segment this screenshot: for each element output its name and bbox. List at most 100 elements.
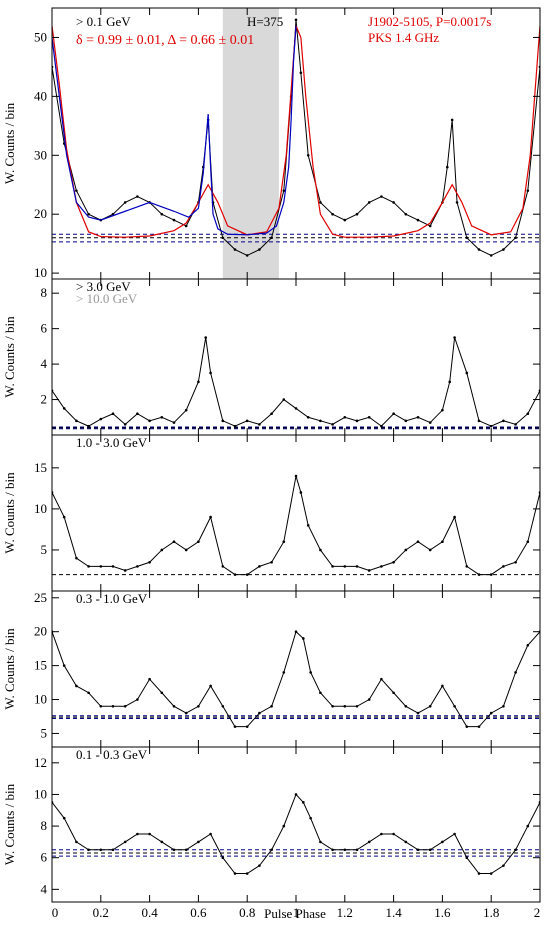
data-point — [221, 705, 225, 708]
data-point — [465, 236, 469, 240]
data-point — [148, 560, 151, 564]
data-point — [489, 424, 493, 428]
data-point — [184, 711, 188, 715]
data-point — [160, 840, 164, 844]
data-point — [526, 412, 530, 416]
y-ticks: 10 20 30 40 50 — [34, 29, 540, 280]
data-point — [245, 419, 249, 423]
data-point — [282, 540, 286, 544]
data-point — [123, 705, 127, 708]
data-point — [526, 824, 530, 828]
data-point — [514, 560, 517, 564]
data-point — [99, 417, 103, 421]
data-point — [209, 515, 212, 519]
model-curve-blue — [52, 25, 297, 236]
data-point — [477, 419, 481, 423]
data-point — [209, 371, 212, 375]
data-point — [331, 423, 334, 426]
data-point — [355, 848, 359, 852]
data-point — [448, 380, 452, 384]
data-point — [160, 415, 164, 419]
data-point — [233, 248, 237, 251]
data-point — [465, 371, 469, 375]
data-point — [477, 573, 481, 576]
data-point — [233, 872, 237, 875]
data-point — [428, 705, 432, 708]
data-point — [331, 848, 334, 852]
data-point — [502, 705, 505, 708]
data-point — [502, 864, 505, 867]
data-point — [380, 677, 383, 681]
data-point — [309, 816, 312, 820]
model-curve-red — [52, 25, 540, 238]
y-axis-label: W. Counts / bin — [2, 102, 17, 184]
data-point — [136, 412, 139, 416]
data-point — [294, 630, 298, 633]
energy-label: > 3.0 GeV — [76, 279, 131, 294]
data-point — [450, 118, 454, 122]
data-point — [111, 412, 115, 416]
x-ticks — [51, 591, 541, 747]
data-line — [52, 475, 540, 576]
data-point — [367, 840, 371, 844]
x-tick-label: 0 — [52, 905, 59, 920]
energy-label-secondary: > 10.0 GeV — [76, 291, 138, 306]
data-point — [123, 201, 127, 204]
data-point — [404, 212, 408, 216]
data-point — [282, 671, 286, 674]
x-tick-label: 0.6 — [190, 905, 207, 920]
data-point — [184, 548, 188, 552]
data-point — [404, 548, 408, 552]
data-point — [258, 248, 261, 251]
data-point — [445, 165, 449, 169]
data-point — [392, 691, 395, 695]
data-point — [477, 248, 481, 251]
data-point — [367, 201, 371, 204]
data-point — [343, 218, 347, 222]
x-tick-label: 1.4 — [385, 905, 402, 920]
x-tick-label: 0.4 — [141, 905, 158, 920]
data-point — [75, 189, 78, 192]
data-point — [514, 423, 517, 426]
data-point — [526, 189, 530, 192]
data-point — [404, 705, 408, 708]
data-point — [221, 419, 225, 423]
data-point — [197, 540, 200, 544]
data-point — [367, 569, 371, 572]
data-point — [123, 840, 127, 844]
data-point — [245, 254, 249, 257]
data-point — [197, 705, 200, 708]
data-point — [245, 872, 249, 875]
data-line — [52, 337, 540, 427]
data-point — [184, 224, 188, 228]
data-point — [299, 491, 303, 494]
data-point — [331, 212, 334, 216]
x-tick-label: 0.8 — [239, 905, 255, 920]
data-line — [52, 630, 540, 728]
radio-profile-annotation: PKS 1.4 GHz — [368, 30, 439, 45]
h-test-annotation: H=375 — [247, 14, 283, 29]
data-point — [184, 408, 188, 412]
y-tick-label: 8 — [41, 818, 48, 833]
data-series — [52, 630, 540, 728]
data-point — [428, 548, 432, 552]
data-point — [355, 705, 359, 708]
data-point — [75, 419, 78, 423]
y-tick-label: 4 — [41, 356, 48, 371]
y-tick-label: 12 — [34, 755, 47, 770]
data-point — [514, 848, 517, 852]
data-point — [270, 705, 273, 708]
y-tick-label: 2 — [41, 392, 48, 407]
panel-above-0.1-gev: 10 20 30 40 50 > 0.1 GeV δ = 0.99 ± 0.01, Δ … — [34, 7, 541, 280]
data-point — [221, 856, 225, 860]
data-point — [209, 684, 212, 688]
y-tick-label: 5 — [41, 725, 48, 740]
data-point — [302, 801, 305, 804]
data-point — [258, 711, 261, 715]
data-point — [99, 705, 103, 708]
data-point — [160, 212, 164, 216]
panel-0.3-1.0-gev: 5 10 15 20 25 0.3 - 1.0 GeV — [34, 590, 541, 748]
data-point — [355, 212, 359, 216]
data-point — [465, 565, 469, 568]
data-point — [343, 705, 347, 708]
